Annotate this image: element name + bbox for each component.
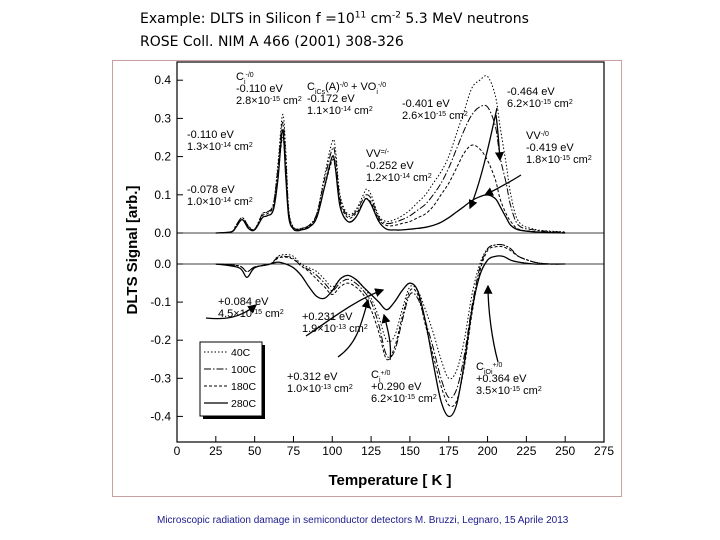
plot-area	[176, 61, 605, 443]
x-tick-label: 50	[248, 444, 262, 458]
x-tick-label: 0	[174, 444, 181, 458]
peak-annotation-3: -0.401 eV	[402, 98, 450, 110]
series-line-upper-180c	[215, 136, 566, 234]
peak-annotation-7: 1.8×10-15 cm2	[526, 154, 592, 166]
peak-annotation-6: -0.252 eV	[366, 160, 414, 172]
peak-annotation-12: Ci+/0	[371, 369, 391, 384]
y-tick-label-lower: 0.0	[154, 257, 171, 271]
x-tick-label: 75	[287, 444, 301, 458]
legend-box	[199, 341, 263, 417]
x-tick-label: 100	[322, 444, 342, 458]
annotation-arrow	[337, 298, 371, 358]
title-exponent: 11	[354, 10, 367, 21]
y-tick-label-upper: 0.2	[154, 150, 171, 164]
x-tick-label: 225	[516, 444, 536, 458]
peak-annotation-13: CiOi+/0	[476, 361, 503, 376]
slide-title-line1: Example: DLTS in Silicon f =1011 cm-2 5.…	[140, 10, 529, 28]
x-tick-label: 25	[209, 444, 223, 458]
peak-annotation-9: +0.084 eV	[218, 296, 269, 308]
series-line-lower-100c	[215, 243, 566, 399]
y-tick-label-upper: 0.1	[154, 188, 171, 202]
peak-annotation-6: VV=/-	[366, 148, 390, 160]
peak-annotation-5: 1.3×10-14 cm2	[187, 141, 253, 153]
annotation-arrow	[305, 288, 385, 337]
y-axis-label: DLTS Signal [arb.]	[124, 186, 141, 315]
figure-frame	[112, 60, 622, 497]
legend-label-100c: 100C	[231, 364, 257, 376]
title-text: cm	[366, 11, 392, 27]
legend-label-40c: 40C	[231, 347, 251, 359]
title-exponent: -2	[391, 10, 401, 21]
x-tick-label: 250	[555, 444, 575, 458]
y-tick-label-lower: -0.2	[150, 333, 171, 347]
peak-annotation-9: 4.5×10-15 cm2	[218, 308, 284, 320]
peak-annotation-3: 2.6×10-15 cm2	[402, 110, 468, 122]
annotation-arrow	[483, 284, 499, 363]
peak-annotation-11: 1.0×10-13 cm2	[287, 383, 353, 395]
y-tick-label-lower: -0.1	[150, 295, 171, 309]
peak-annotation-7: -0.419 eV	[526, 142, 574, 154]
x-tick-label: 200	[478, 444, 498, 458]
x-tick-label: 175	[439, 444, 459, 458]
peak-annotation-8: -0.078 eV	[187, 184, 235, 196]
peak-annotation-7: VV-/0	[526, 130, 549, 142]
title-text: 5.3 MeV neutrons	[400, 11, 529, 27]
peak-annotation-12: 6.2×10-15 cm2	[371, 393, 437, 405]
peak-annotation-11: +0.312 eV	[287, 371, 338, 383]
y-tick-label-lower: -0.3	[150, 371, 171, 385]
peak-annotation-1: -0.110 eV	[236, 83, 284, 95]
peak-annotation-6: 1.2×10-14 cm2	[366, 172, 432, 184]
peak-annotation-8: 1.0×10-14 cm2	[187, 196, 253, 208]
peak-annotation-4: 6.2×10-15 cm2	[507, 98, 573, 110]
title-text: Example: DLTS in Silicon f =10	[140, 11, 355, 27]
slide-footer: Microscopic radiation damage in semicond…	[157, 515, 569, 526]
x-tick-label: 150	[400, 444, 420, 458]
peak-annotation-13: 3.5×10-15 cm2	[476, 385, 542, 397]
annotation-arrow	[381, 313, 392, 361]
x-tick-label: 275	[594, 444, 614, 458]
peak-annotation-2: -0.172 eV	[307, 93, 355, 105]
x-axis-label: Temperature [ K ]	[328, 472, 451, 489]
peak-annotation-2: 1.1×10-14 cm2	[307, 105, 373, 117]
peak-annotation-10: 1.9×10-13 cm2	[302, 323, 368, 335]
x-tick-label: 125	[361, 444, 381, 458]
annotation-arrow	[483, 174, 522, 196]
annotation-arrow	[494, 114, 505, 162]
peak-annotation-10: +0.231 eV	[302, 311, 353, 323]
peak-annotation-4: -0.464 eV	[507, 86, 555, 98]
legend-label-180c: 180C	[231, 381, 257, 393]
peak-annotation-1: Ci-/0	[236, 71, 254, 86]
annotation-arrow	[205, 304, 258, 320]
peak-annotation-5: -0.110 eV	[187, 129, 235, 141]
y-tick-label-upper: 0.4	[154, 73, 171, 87]
legend-label-280c: 280C	[231, 398, 257, 410]
slide-title-line2: ROSE Coll. NIM A 466 (2001) 308-326	[140, 34, 404, 50]
peak-annotation-2: CiCs(A)-/0 + VOi-/0	[307, 81, 386, 96]
y-tick-label-upper: 0.0	[154, 226, 171, 240]
annotation-arrow	[468, 107, 498, 210]
series-line-lower-280c	[215, 255, 566, 418]
y-tick-label-upper: 0.3	[154, 111, 171, 125]
y-tick-label-lower: -0.4	[150, 409, 171, 423]
peak-annotation-1: 2.8×10-15 cm2	[236, 95, 302, 107]
peak-annotation-13: +0.364 eV	[476, 373, 527, 385]
peak-annotation-12: +0.290 eV	[371, 381, 422, 393]
